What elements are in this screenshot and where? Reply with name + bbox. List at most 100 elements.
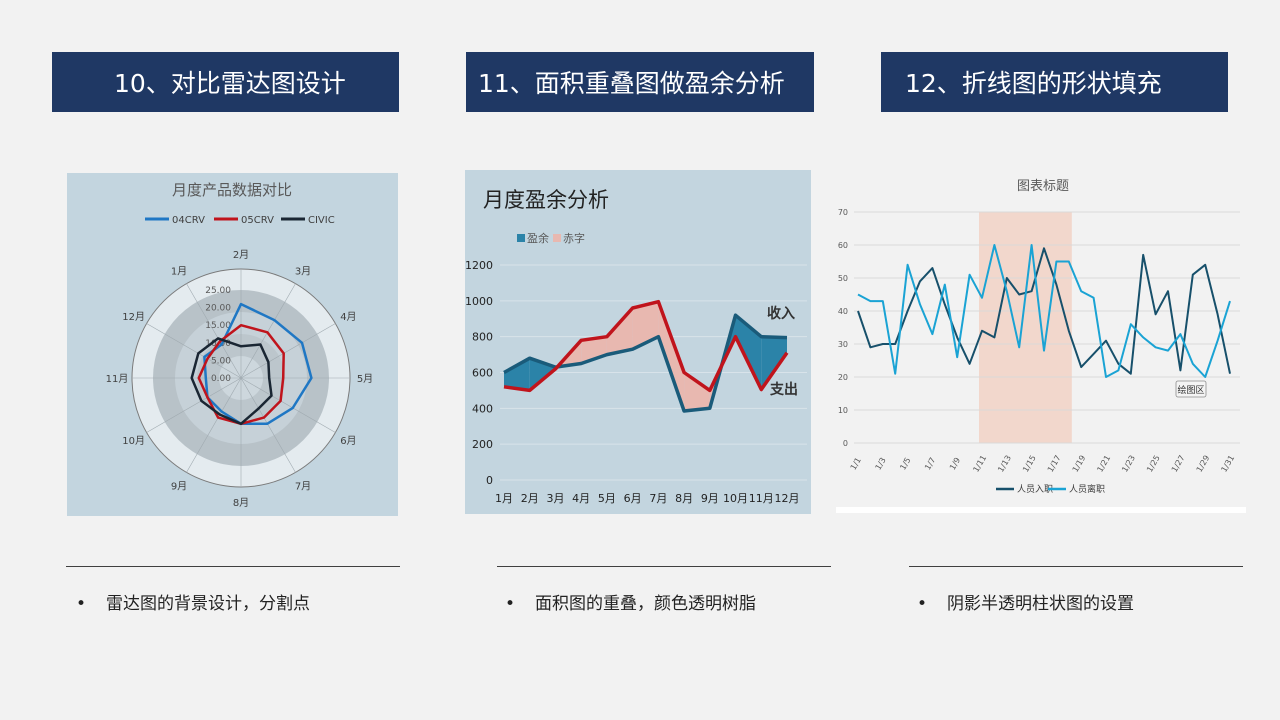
section-title-text: 12、折线图的形状填充 (905, 69, 1162, 98)
radar-tick-label: 15.00 (205, 321, 231, 331)
x-tick-label: 4月 (572, 492, 590, 505)
legend-label: 赤字 (563, 231, 585, 245)
radar-series-civic (190, 337, 273, 426)
y-tick-label: 0 (486, 474, 493, 487)
chart-title: 图表标题 (1017, 179, 1069, 194)
y-tick-label: 40 (838, 307, 848, 316)
x-tick-label: 7月 (649, 492, 667, 505)
radar-category-label: 9月 (171, 480, 187, 492)
section-title-text: 10、对比雷达图设计 (114, 69, 346, 98)
series-label-income: 收入 (767, 305, 795, 322)
y-tick-label: 50 (838, 274, 848, 283)
divider-line (497, 566, 831, 567)
radar-spoke (240, 323, 336, 379)
section-title-line: 12、折线图的形状填充 (881, 52, 1228, 112)
radar-category-label: 7月 (295, 480, 311, 492)
legend-label: 04CRV (172, 215, 205, 226)
radar-category-label: 2月 (233, 249, 249, 261)
radar-category-label: 10月 (122, 435, 145, 447)
bullet-dot: • (76, 594, 87, 614)
radar-spoke (186, 377, 242, 473)
legend-label: 盈余 (527, 231, 549, 245)
y-tick-label: 400 (472, 402, 493, 415)
y-tick-label: 30 (838, 340, 848, 349)
x-tick-label: 1/27 (1170, 454, 1187, 474)
x-tick-label: 1/29 (1195, 454, 1212, 474)
x-tick-label: 10月 (723, 492, 748, 505)
radar-tick-label: 20.00 (205, 304, 231, 314)
legend-label: 人员离职 (1069, 483, 1105, 495)
series-line (857, 244, 1231, 378)
line-chart: 图表标题 0 10 20 30 40 50 60 70 1/1 1/3 1/5 1/7 1/9 1/11 1/… (836, 179, 1246, 513)
series-line-expense (503, 299, 789, 393)
bullet-item: • 阴影半透明柱状图的设置 (917, 589, 1134, 614)
surplus-area (761, 336, 787, 390)
chart-title: 月度产品数据对比 (172, 181, 292, 199)
radar-category-label: 11月 (106, 373, 129, 385)
section-title-text: 11、面积重叠图做盈余分析 (478, 69, 785, 98)
radar-spoke (146, 377, 242, 433)
x-tick-label: 1/25 (1145, 454, 1162, 474)
x-tick-label: 12月 (775, 492, 800, 505)
radar-category-label: 1月 (171, 266, 187, 278)
x-tick-label: 1/3 (874, 456, 888, 472)
x-tick-label: 1/23 (1120, 454, 1137, 474)
y-tick-label: 20 (838, 373, 848, 382)
legend-swatch (517, 234, 525, 242)
deficit-area (606, 308, 633, 355)
radar-tick-label: 0.00 (211, 374, 231, 384)
deficit-area (658, 301, 685, 411)
divider-line (66, 566, 400, 567)
section-title-radar: 10、对比雷达图设计 (52, 52, 399, 112)
radar-category-label: 12月 (122, 311, 145, 323)
x-tick-label: 3月 (546, 492, 564, 505)
deficit-area (684, 372, 710, 411)
radar-spoke (240, 377, 296, 473)
x-tick-label: 1/7 (923, 456, 937, 472)
x-tick-label: 1/11 (971, 454, 988, 474)
y-tick-label: 0 (843, 439, 848, 448)
tooltip-box (1175, 380, 1207, 398)
y-tick-label: 10 (838, 406, 848, 415)
bullet-text: 雷达图的背景设计，分割点 (106, 594, 310, 614)
y-tick-label: 70 (838, 208, 848, 217)
x-tick-label: 5月 (598, 492, 616, 505)
divider-line (909, 566, 1243, 567)
legend-swatch (553, 234, 561, 242)
deficit-area (557, 340, 582, 367)
y-tick-label: 60 (838, 241, 848, 250)
x-tick-label: 6月 (624, 492, 642, 505)
radar-spoke (240, 377, 336, 433)
x-tick-label: 2月 (521, 492, 539, 505)
series-label-expense: 支出 (769, 381, 798, 398)
y-tick-label: 600 (472, 367, 493, 380)
radar-spoke (186, 283, 242, 379)
radar-spoke (146, 323, 242, 379)
series-line-income (503, 313, 788, 413)
radar-category-label: 5月 (357, 373, 373, 385)
legend-label: CIVIC (308, 215, 335, 226)
legend-label: 05CRV (241, 215, 274, 226)
bullet-text: 面积图的重叠，颜色透明树脂 (535, 594, 756, 614)
line-chart-panel: 图表标题 0 10 20 30 40 50 60 70 1/1 1/3 1/5 1/7 1/9 1/11 1/… (836, 169, 1246, 513)
radar-category-label: 6月 (340, 435, 356, 447)
y-tick-label: 200 (472, 438, 493, 451)
legend-label: 人员入职 (1017, 484, 1053, 495)
bullet-item: • 雷达图的背景设计，分割点 (76, 589, 310, 614)
x-tick-label: 1/17 (1046, 454, 1063, 474)
chart-bottom-strip (836, 507, 1246, 513)
radar-chart-panel: 月度产品数据对比 04CRV 05CRV CIVIC 0.00 5.00 10.00 15.0… (67, 173, 398, 516)
series-line (857, 247, 1231, 375)
x-tick-label: 1/9 (948, 456, 962, 472)
radar-tick-label: 5.00 (211, 356, 231, 366)
x-tick-label: 8月 (675, 492, 693, 505)
x-tick-label: 1/31 (1219, 454, 1236, 474)
surplus-area (735, 315, 762, 390)
x-tick-label: 1/21 (1095, 454, 1112, 474)
x-tick-label: 1/1 (849, 456, 863, 472)
highlight-band (979, 212, 1072, 443)
x-tick-label: 11月 (749, 492, 774, 505)
x-tick-label: 1/15 (1021, 454, 1038, 474)
